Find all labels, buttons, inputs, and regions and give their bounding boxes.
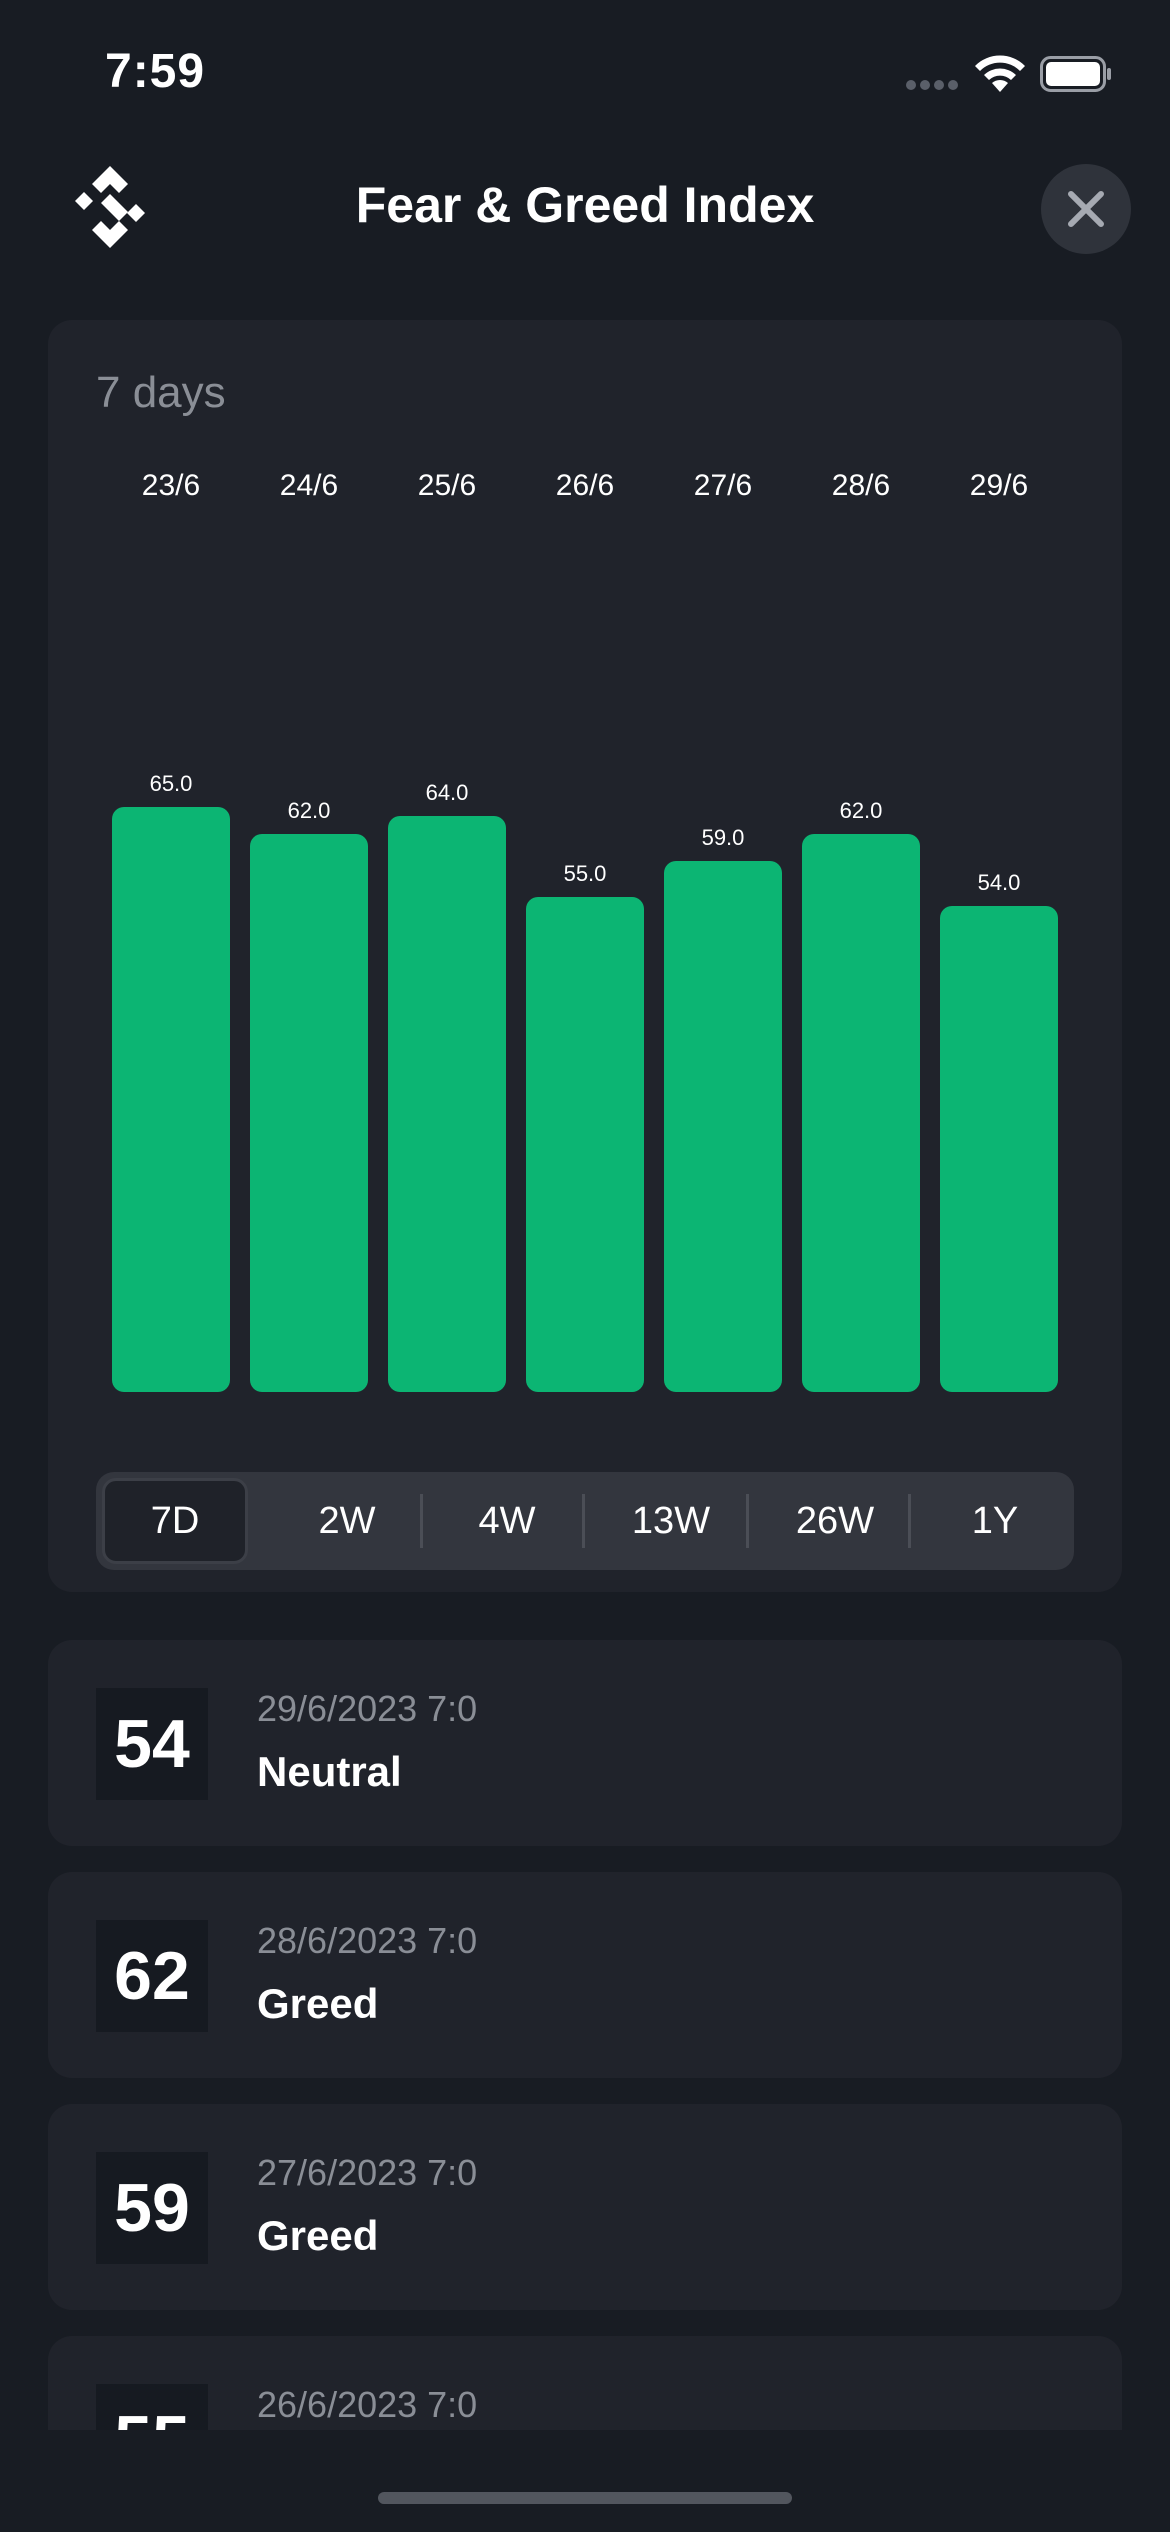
status-time: 7:59 <box>105 45 206 98</box>
history-item[interactable]: 59 27/6/2023 7:0 Greed <box>48 2104 1122 2310</box>
range-tab-7d[interactable]: 7D <box>102 1478 248 1564</box>
bar[interactable] <box>388 816 506 1392</box>
bar-value-label: 62.0 <box>288 798 331 823</box>
range-tab-1y[interactable]: 1Y <box>971 1499 1019 1542</box>
wifi-icon <box>975 55 1025 92</box>
fear-greed-bar-chart: 23/6 65.0 24/6 62.0 25/6 64.0 26/6 55.0 27/6 59.0… <box>112 469 1058 1392</box>
bar-value-label: 54.0 <box>978 870 1021 895</box>
item-sentiment-label: Neutral <box>257 1748 402 1795</box>
chart-card: 7 days 23/6 65.0 24/6 62.0 25/6 64.0 26/6 55.0 2… <box>48 320 1122 1592</box>
bar-value-label: 62.0 <box>840 798 883 823</box>
range-tab-4w[interactable]: 4W <box>478 1499 536 1542</box>
x-tick-label: 26/6 <box>556 469 614 502</box>
item-sentiment-label: Greed <box>257 1980 379 2027</box>
history-list: 54 29/6/2023 7:0 Neutral 62 28/6/2023 7:… <box>0 1640 1170 2430</box>
bar[interactable] <box>112 807 230 1392</box>
bar[interactable] <box>664 861 782 1392</box>
score-box: 62 <box>96 1920 208 2032</box>
bar[interactable] <box>526 897 644 1392</box>
item-date: 29/6/2023 7:0 <box>257 1688 478 1729</box>
item-date: 26/6/2023 7:0 <box>257 2384 478 2425</box>
item-sentiment-label: Greed <box>257 2212 379 2259</box>
x-tick-label: 23/6 <box>142 469 200 502</box>
history-item[interactable]: 62 28/6/2023 7:0 Greed <box>48 1872 1122 2078</box>
score-box: 54 <box>96 1688 208 1800</box>
cellular-signal-icon <box>906 80 960 92</box>
bar-value-label: 59.0 <box>702 825 745 850</box>
segment-divider <box>908 1494 911 1548</box>
bar-value-label: 65.0 <box>150 771 193 796</box>
segment-divider <box>582 1494 585 1548</box>
range-tab-13w[interactable]: 13W <box>631 1499 711 1542</box>
battery-icon <box>1040 56 1111 92</box>
x-tick-label: 25/6 <box>418 469 476 502</box>
close-button[interactable] <box>1041 164 1131 254</box>
segment-divider <box>420 1494 423 1548</box>
nav-header: Fear & Greed Index <box>0 150 1170 270</box>
score-box: 59 <box>96 2152 208 2264</box>
page-title: Fear & Greed Index <box>355 177 815 233</box>
bar-value-label: 55.0 <box>564 861 607 886</box>
range-tab-2w[interactable]: 2W <box>318 1499 376 1542</box>
status-bar: 7:59 <box>0 0 1170 140</box>
bar-value-label: 64.0 <box>426 780 469 805</box>
x-tick-label: 29/6 <box>970 469 1028 502</box>
score-box: 55 <box>96 2384 208 2430</box>
history-item[interactable]: 55 26/6/2023 7:0 <box>48 2336 1122 2430</box>
x-tick-label: 27/6 <box>694 469 752 502</box>
item-date: 28/6/2023 7:0 <box>257 1920 478 1961</box>
app-logo-icon <box>75 166 145 248</box>
bar[interactable] <box>940 906 1058 1392</box>
chart-range-label: 7 days <box>96 368 226 417</box>
history-item[interactable]: 54 29/6/2023 7:0 Neutral <box>48 1640 1122 1846</box>
bar[interactable] <box>250 834 368 1392</box>
segment-divider <box>746 1494 749 1548</box>
bar[interactable] <box>802 834 920 1392</box>
x-tick-label: 28/6 <box>832 469 890 502</box>
home-indicator <box>378 2492 792 2504</box>
close-icon <box>1068 191 1104 227</box>
range-segmented-control: 7D 2W 4W 13W 26W 1Y <box>96 1472 1074 1570</box>
range-tab-26w[interactable]: 26W <box>795 1499 875 1542</box>
item-date: 27/6/2023 7:0 <box>257 2152 478 2193</box>
x-tick-label: 24/6 <box>280 469 338 502</box>
